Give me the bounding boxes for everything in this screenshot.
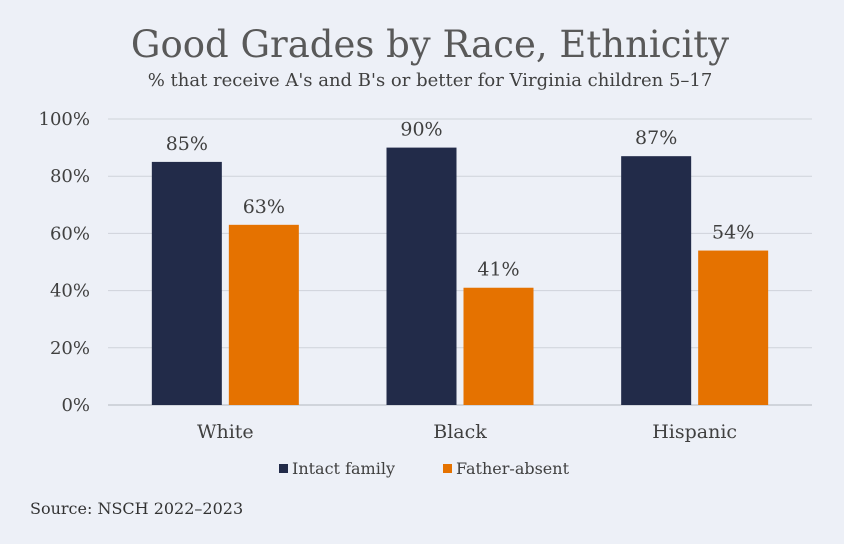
category-label: Hispanic (652, 421, 737, 443)
bar-white-father-absent (228, 224, 299, 405)
data-label: 90% (400, 119, 442, 141)
data-label: 54% (712, 222, 754, 244)
source-note: Source: NSCH 2022–2023 (30, 499, 243, 518)
y-tick-label: 20% (50, 338, 90, 359)
y-tick-label: 80% (50, 166, 90, 187)
data-label: 41% (477, 259, 519, 281)
legend-label: Father-absent (456, 459, 570, 478)
chart-title: Good Grades by Race, Ethnicity (131, 23, 729, 66)
bar-hispanic-father-absent (698, 250, 769, 405)
bar-white-intact-family (151, 161, 222, 405)
y-axis-ticks: 0% 20% 40% 60% 80% 100% (39, 109, 90, 416)
y-tick-label: 60% (50, 223, 90, 244)
category-label: White (197, 421, 254, 443)
bar-hispanic-intact-family (621, 156, 692, 405)
bar-black-intact-family (386, 147, 457, 405)
legend: Intact family Father-absent (279, 459, 570, 478)
y-tick-label: 100% (39, 109, 90, 130)
legend-label: Intact family (292, 459, 395, 478)
legend-swatch (443, 464, 452, 473)
x-axis-categories: White Black Hispanic (197, 421, 737, 443)
bars (151, 147, 769, 405)
data-labels: 85% 63% 90% 41% 87% 54% (166, 119, 755, 281)
legend-swatch (279, 464, 288, 473)
chart-subtitle: % that receive A's and B's or better for… (148, 70, 713, 91)
y-tick-label: 40% (50, 281, 90, 302)
bar-black-father-absent (463, 287, 534, 405)
category-label: Black (433, 421, 487, 443)
data-label: 87% (635, 127, 677, 149)
data-label: 85% (166, 133, 208, 155)
gridlines (108, 118, 812, 406)
y-tick-label: 0% (61, 395, 90, 416)
data-label: 63% (243, 196, 285, 218)
